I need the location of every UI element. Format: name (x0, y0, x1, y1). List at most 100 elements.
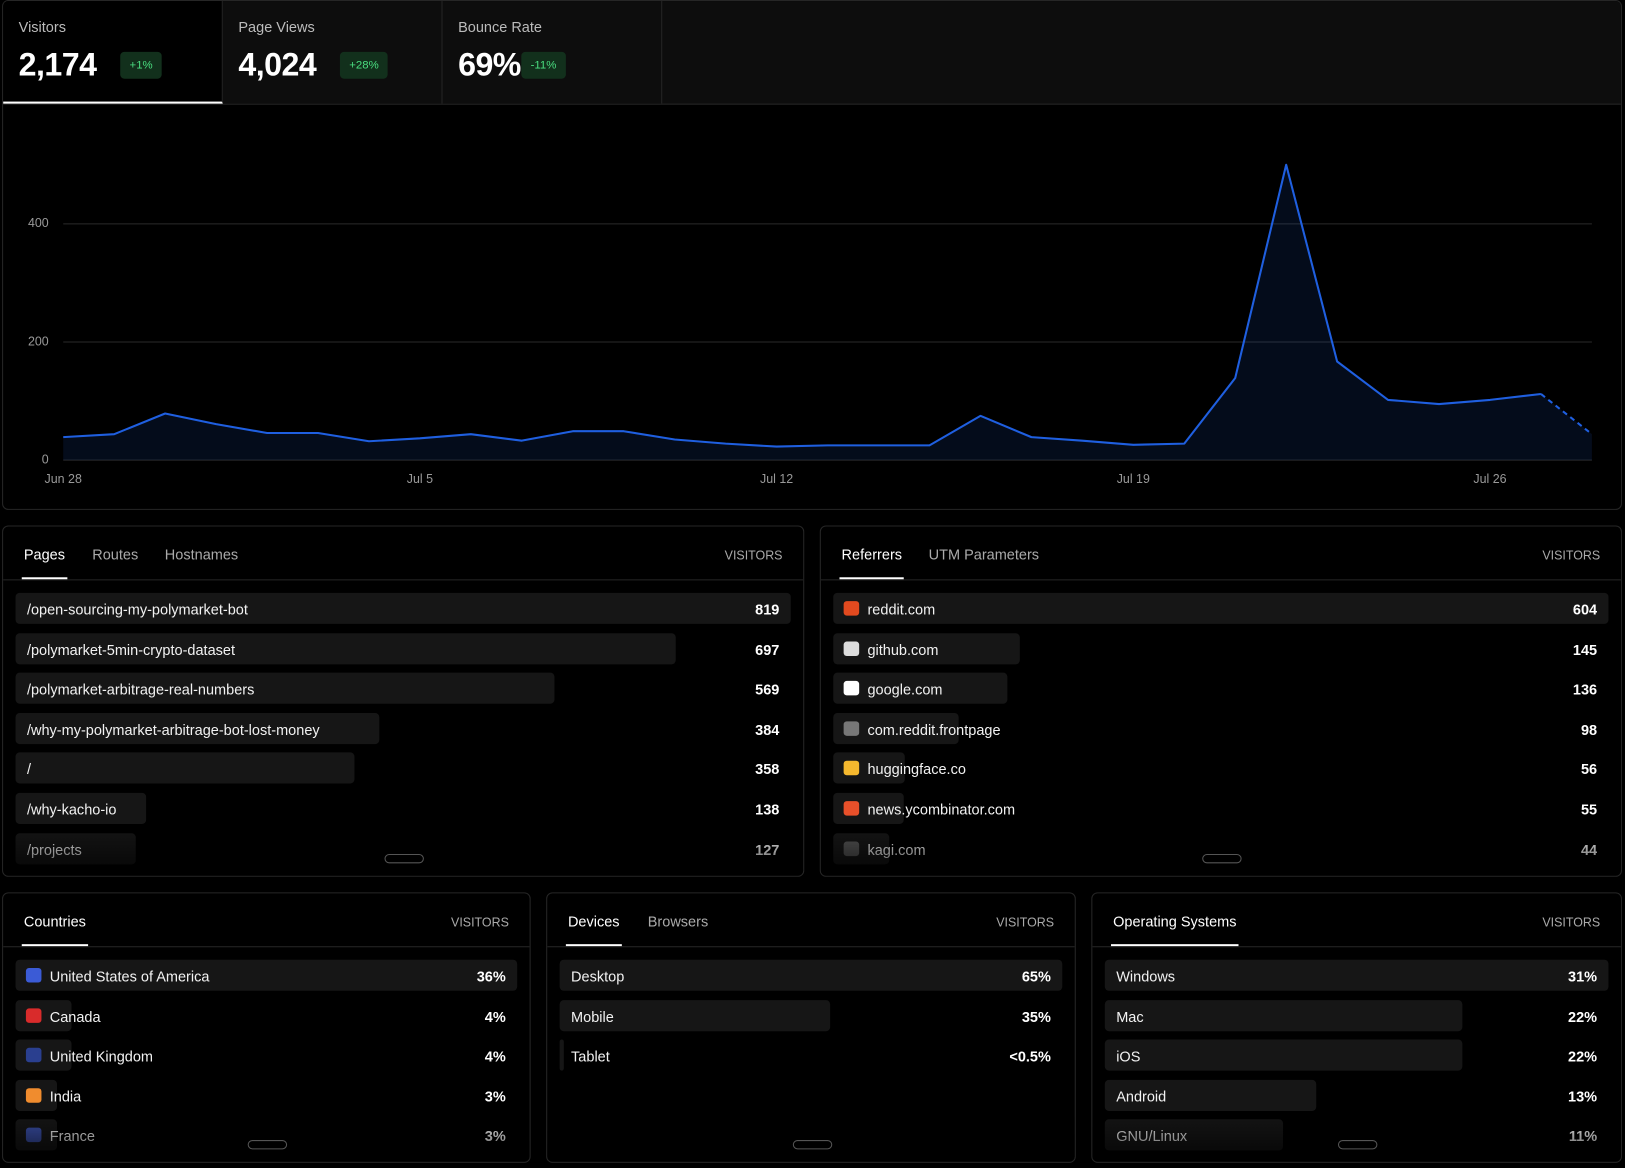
divider (547, 946, 1075, 948)
row-value: 384 (755, 721, 780, 738)
y-tick-label: 400 (28, 216, 49, 230)
panel: Referrers UTM Parameters VISITORS reddit.co… (819, 525, 1622, 877)
metric-tab[interactable]: Page Views 4,024 +28% (222, 1, 443, 104)
row-value: 358 (755, 761, 780, 778)
metric-tab[interactable]: Bounce Rate 69% -11% (442, 1, 663, 104)
list-row[interactable]: news.ycombinator.com 55 (833, 792, 1608, 824)
row-label: India (49, 1088, 82, 1105)
metric-value: 2,174 (18, 46, 97, 83)
list-row[interactable]: Mobile 35% (559, 999, 1063, 1031)
list-row[interactable]: / 358 (15, 752, 791, 784)
row-bar (1104, 959, 1609, 991)
list-row[interactable]: United States of America 36% (15, 959, 518, 991)
metric-value: 69% (458, 46, 521, 83)
list-row[interactable]: iOS 22% (1104, 1039, 1609, 1071)
list-row[interactable]: huggingface.co 56 (833, 752, 1608, 784)
x-tick-label: Jul 12 (760, 472, 793, 486)
change-badge: +28% (339, 51, 389, 79)
metric-label: Bounce Rate (458, 18, 542, 36)
row-value: 145 (1572, 641, 1598, 658)
row-icon (843, 681, 860, 696)
scroll-indicator (1202, 853, 1242, 864)
tab[interactable]: Routes (92, 546, 139, 563)
divider (820, 579, 1621, 581)
list-row[interactable]: reddit.com 604 (833, 592, 1609, 624)
list-row[interactable]: /why-kacho-io 138 (15, 792, 791, 824)
row-value: 569 (755, 681, 780, 698)
list-row[interactable]: github.com 145 (833, 632, 1608, 664)
fade-overlay (547, 1109, 1075, 1162)
tab[interactable]: Operating Systems (1113, 913, 1237, 930)
row-value: 13% (1568, 1088, 1598, 1105)
active-tab-underline (565, 944, 622, 947)
list-row[interactable]: /polymarket-arbitrage-real-numbers 569 (15, 672, 791, 704)
list-row[interactable]: Windows 31% (1104, 959, 1609, 991)
change-badge: +1% (120, 51, 163, 79)
row-label: Desktop (571, 967, 625, 985)
fade-overlay (1092, 1109, 1621, 1162)
line (63, 163, 1542, 448)
row-label: /polymarket-5min-crypto-dataset (26, 641, 236, 658)
metric-label: Page Views (238, 18, 315, 36)
scroll-indicator (792, 1140, 832, 1150)
list-row[interactable]: /why-my-polymarket-arbitrage-bot-lost-mo… (15, 712, 791, 744)
row-icon (843, 721, 860, 736)
list-row[interactable]: Desktop 65% (559, 959, 1063, 991)
row-value: <0.5% (1009, 1047, 1051, 1065)
row-value: 138 (755, 801, 780, 818)
list-row[interactable]: /open-sourcing-my-polymarket-bot 819 (15, 592, 791, 624)
metric-label: Visitors (18, 18, 66, 36)
row-value: 3% (484, 1088, 506, 1105)
y-tick-label: 0 (42, 452, 49, 466)
scroll-indicator (1337, 1140, 1378, 1150)
row-label: reddit.com (867, 601, 936, 618)
column-header: VISITORS (996, 915, 1055, 930)
row-bar (559, 1039, 564, 1071)
y-tick-label: 200 (28, 334, 49, 348)
scroll-indicator (247, 1140, 288, 1150)
row-label: Mobile (571, 1007, 614, 1025)
tab[interactable]: Pages (23, 546, 65, 563)
list-row[interactable]: Canada 4% (15, 999, 518, 1031)
tab[interactable]: Countries (23, 913, 86, 930)
list-row[interactable]: google.com 136 (833, 672, 1608, 704)
list-row[interactable]: com.reddit.frontpage 98 (833, 712, 1608, 744)
list-row[interactable]: Android 13% (1104, 1079, 1609, 1111)
row-value: 4% (484, 1047, 506, 1065)
fade-overlay (3, 1109, 530, 1162)
active-tab-underline (21, 944, 89, 947)
panel: Devices Browsers VISITORS Desktop 65% Mobile 3… (546, 892, 1076, 1163)
row-bar (15, 632, 676, 664)
list-row[interactable]: Mac 22% (1104, 999, 1609, 1031)
row-label: com.reddit.frontpage (867, 721, 1001, 738)
row-label: iOS (1116, 1047, 1141, 1065)
metric-value: 4,024 (238, 46, 317, 83)
column-header: VISITORS (451, 915, 509, 930)
panel: Countries VISITORS United States of Americ… (2, 892, 531, 1163)
row-bar (559, 999, 831, 1031)
list-row[interactable]: /polymarket-5min-crypto-dataset 697 (15, 632, 791, 664)
row-bar (15, 752, 355, 784)
tab[interactable]: Browsers (647, 913, 709, 930)
tab[interactable]: Hostnames (164, 546, 239, 563)
tab[interactable]: Devices (567, 913, 620, 930)
overview-card: 0 200 400 Jun 28 Jul 5 Jul 12 Jul 19 Jul 26 Vis… (2, 0, 1622, 510)
list-row[interactable]: United Kingdom 4% (15, 1039, 518, 1071)
list-row[interactable]: Tablet <0.5% (559, 1039, 1063, 1071)
list-row[interactable]: India 3% (15, 1079, 518, 1111)
change-badge: -11% (521, 51, 566, 79)
tab[interactable]: UTM Parameters (928, 546, 1040, 563)
tab[interactable]: Referrers (841, 546, 903, 563)
x-tick-label: Jun 28 (45, 472, 82, 486)
row-value: 35% (1021, 1007, 1051, 1025)
divider (3, 579, 804, 581)
row-value: 98 (1580, 721, 1598, 738)
row-value: 136 (1572, 681, 1598, 698)
metric-tab[interactable]: Visitors 2,174 +1% (3, 1, 223, 104)
row-value: 56 (1580, 761, 1598, 778)
row-icon (25, 1007, 42, 1023)
row-value: 697 (755, 641, 780, 658)
active-tab-underline (1111, 944, 1239, 947)
row-value: 4% (484, 1007, 506, 1025)
row-value: 36% (476, 967, 506, 985)
